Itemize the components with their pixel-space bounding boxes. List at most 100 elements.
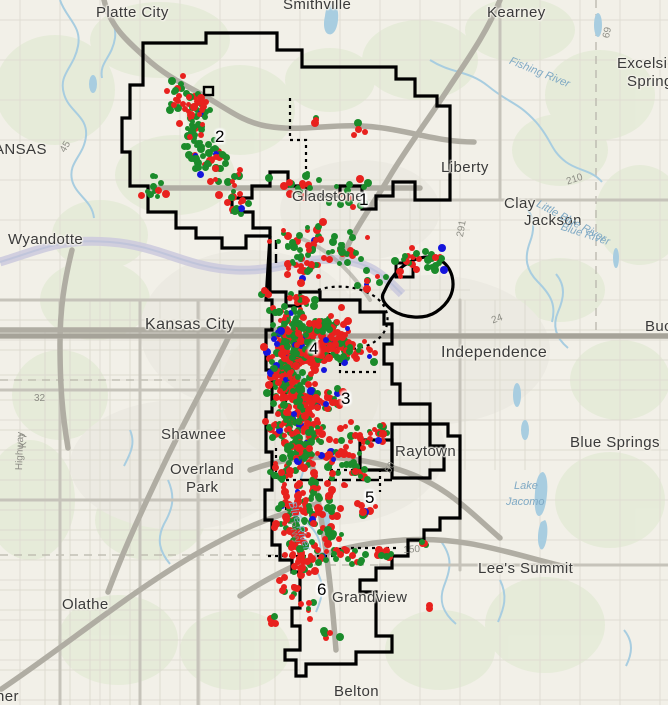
- incident-point[interactable]: [280, 320, 288, 328]
- incident-point[interactable]: [354, 281, 362, 289]
- incident-point[interactable]: [315, 356, 322, 363]
- incident-point[interactable]: [189, 102, 198, 111]
- incident-point[interactable]: [289, 430, 296, 437]
- incident-point[interactable]: [267, 469, 274, 476]
- incident-point[interactable]: [157, 180, 164, 187]
- incident-point[interactable]: [296, 348, 305, 357]
- incident-point[interactable]: [211, 137, 218, 144]
- incident-point[interactable]: [264, 173, 273, 182]
- incident-point[interactable]: [274, 340, 281, 347]
- incident-point[interactable]: [191, 131, 198, 138]
- incident-point[interactable]: [357, 431, 364, 438]
- incident-point[interactable]: [315, 318, 322, 325]
- incident-point[interactable]: [292, 294, 299, 301]
- incident-point[interactable]: [271, 519, 280, 528]
- incident-point[interactable]: [288, 379, 296, 387]
- incident-point[interactable]: [338, 461, 345, 468]
- incident-point[interactable]: [343, 355, 350, 362]
- incident-point[interactable]: [284, 328, 292, 336]
- incident-point[interactable]: [212, 153, 219, 160]
- incident-point[interactable]: [307, 479, 315, 487]
- incident-point[interactable]: [410, 254, 417, 261]
- incident-point[interactable]: [332, 437, 339, 444]
- incident-point[interactable]: [302, 352, 309, 359]
- incident-point[interactable]: [345, 180, 353, 188]
- incident-point[interactable]: [288, 396, 296, 404]
- incident-point[interactable]: [367, 430, 373, 436]
- incident-point[interactable]: [293, 457, 299, 463]
- incident-point[interactable]: [339, 388, 348, 397]
- incident-point[interactable]: [318, 332, 327, 341]
- incident-point[interactable]: [305, 242, 313, 250]
- incident-point[interactable]: [289, 242, 298, 251]
- incident-point[interactable]: [340, 241, 346, 247]
- incident-point[interactable]: [288, 290, 295, 297]
- incident-point[interactable]: [310, 339, 317, 346]
- incident-point[interactable]: [300, 490, 307, 497]
- incident-point[interactable]: [437, 243, 446, 252]
- incident-point[interactable]: [187, 114, 194, 121]
- incident-point[interactable]: [295, 559, 302, 566]
- incident-point[interactable]: [338, 437, 346, 445]
- incident-point[interactable]: [305, 428, 313, 436]
- incident-point[interactable]: [435, 259, 442, 266]
- incident-point[interactable]: [424, 255, 433, 264]
- incident-point[interactable]: [328, 313, 335, 320]
- incident-point[interactable]: [290, 258, 296, 264]
- incident-point[interactable]: [310, 598, 318, 606]
- incident-point[interactable]: [262, 347, 271, 356]
- incident-point[interactable]: [344, 187, 352, 195]
- incident-point[interactable]: [280, 488, 289, 497]
- incident-point[interactable]: [351, 547, 358, 554]
- incident-point[interactable]: [288, 384, 295, 391]
- incident-point[interactable]: [198, 125, 206, 133]
- incident-point[interactable]: [308, 539, 315, 546]
- incident-point[interactable]: [309, 429, 316, 436]
- incident-point[interactable]: [152, 189, 158, 195]
- incident-point[interactable]: [355, 469, 363, 477]
- incident-point[interactable]: [375, 437, 383, 445]
- incident-point[interactable]: [337, 200, 345, 208]
- incident-point[interactable]: [324, 322, 332, 330]
- incident-point[interactable]: [270, 322, 277, 329]
- incident-point[interactable]: [278, 501, 286, 509]
- incident-point[interactable]: [288, 552, 296, 560]
- incident-point[interactable]: [317, 426, 323, 432]
- incident-point[interactable]: [199, 103, 207, 111]
- incident-point[interactable]: [333, 385, 341, 393]
- incident-point[interactable]: [280, 420, 287, 427]
- incident-point[interactable]: [177, 85, 185, 93]
- incident-point[interactable]: [337, 304, 345, 312]
- incident-point[interactable]: [367, 442, 374, 449]
- incident-point[interactable]: [323, 504, 332, 513]
- incident-point[interactable]: [298, 180, 306, 188]
- incident-point[interactable]: [282, 524, 289, 531]
- incident-point[interactable]: [266, 369, 275, 378]
- incident-point[interactable]: [195, 120, 203, 128]
- incident-point[interactable]: [270, 524, 278, 532]
- incident-point[interactable]: [336, 536, 343, 543]
- incident-point[interactable]: [232, 183, 238, 188]
- incident-point[interactable]: [186, 134, 193, 141]
- incident-point[interactable]: [315, 424, 321, 430]
- incident-point[interactable]: [297, 536, 305, 544]
- incident-point[interactable]: [346, 347, 354, 355]
- incident-point[interactable]: [271, 373, 279, 381]
- incident-point[interactable]: [270, 305, 277, 312]
- incident-point[interactable]: [282, 516, 290, 524]
- incident-point[interactable]: [342, 423, 348, 429]
- incident-point[interactable]: [284, 403, 292, 411]
- incident-point[interactable]: [361, 550, 369, 558]
- incident-point[interactable]: [306, 458, 313, 466]
- incident-point[interactable]: [366, 436, 373, 443]
- incident-point[interactable]: [196, 170, 204, 178]
- incident-point[interactable]: [305, 181, 313, 189]
- incident-point[interactable]: [326, 200, 333, 207]
- incident-point[interactable]: [302, 500, 309, 507]
- incident-point[interactable]: [329, 530, 338, 539]
- incident-point[interactable]: [274, 411, 281, 418]
- incident-point[interactable]: [171, 102, 178, 109]
- incident-point[interactable]: [294, 528, 302, 536]
- incident-point[interactable]: [296, 402, 304, 410]
